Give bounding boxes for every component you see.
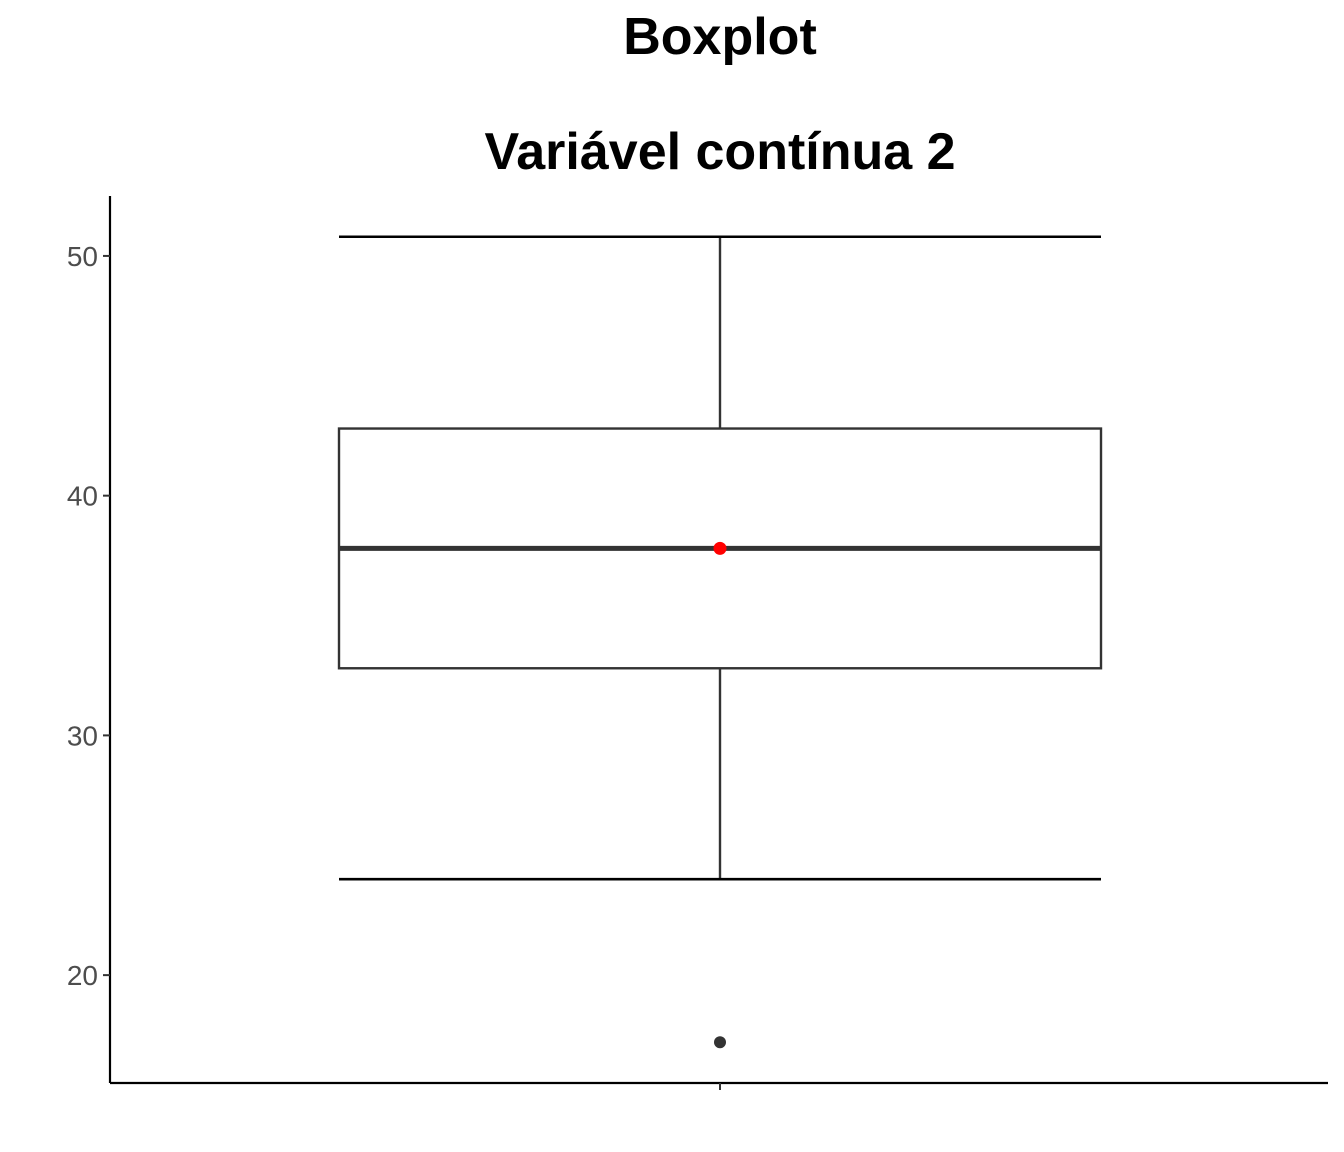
plot-area: 20 30 40 50 bbox=[67, 196, 1328, 1090]
y-tick-label: 30 bbox=[67, 720, 98, 751]
outlier-point bbox=[714, 1036, 726, 1049]
y-tick-label: 40 bbox=[67, 481, 98, 512]
chart-title: Boxplot bbox=[623, 8, 817, 66]
mean-point bbox=[713, 541, 727, 555]
y-tick-label: 50 bbox=[67, 241, 98, 272]
y-tick-label: 20 bbox=[67, 960, 98, 991]
chart-subtitle: Variável contínua 2 bbox=[484, 123, 955, 181]
